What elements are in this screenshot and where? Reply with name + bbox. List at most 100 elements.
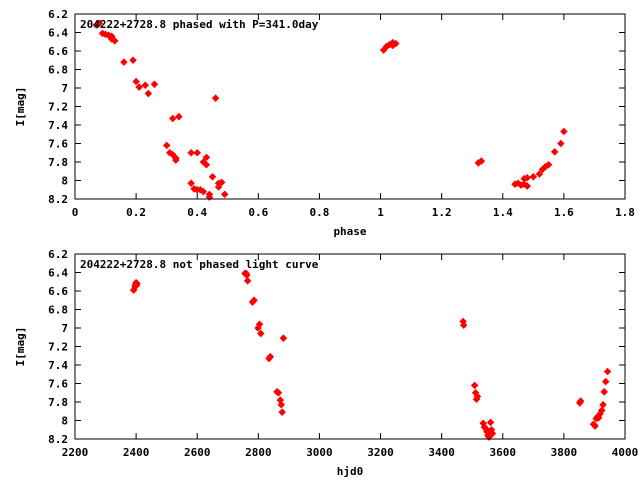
- phased-chart-y-tick-label: 6.8: [48, 64, 68, 77]
- unphased-chart-data-point: [254, 324, 262, 332]
- phased-chart-points: [92, 19, 568, 201]
- phased-chart-plot-frame: [74, 13, 626, 200]
- unphased-chart-y-tick-label: 7: [61, 322, 68, 335]
- unphased-chart-y-tick-label: 7.4: [48, 359, 68, 372]
- phased-chart-y-tick-label: 8: [61, 175, 68, 188]
- unphased-chart-data-point: [255, 320, 264, 329]
- unphased-chart-ticks: [74, 253, 626, 440]
- phased-chart-x-tick-label: 0.4: [187, 206, 207, 219]
- unphased-chart-x-tick-label: 3000: [306, 446, 333, 459]
- unphased-chart-y-tick-label: 6.6: [48, 285, 68, 298]
- unphased-chart-data-point: [473, 392, 482, 401]
- unphased-chart-points: [129, 269, 612, 441]
- phased-chart-data-point: [544, 161, 553, 169]
- phased-chart-y-tick-labels: 6.2 6.4 6.6 6.8 7 7.2 7.4 7.6 7.8 8 8.2: [48, 8, 68, 206]
- phased-chart-data-point: [211, 94, 220, 102]
- unphased-chart-x-tick-label: 2200: [62, 446, 89, 459]
- unphased-chart-data-point: [242, 271, 251, 280]
- unphased-chart-x-tick-label: 4000: [612, 446, 639, 459]
- unphased-chart-x-tick-label: 3800: [551, 446, 578, 459]
- phased-chart-title: 204222+2728.8 phased with P=341.0day: [80, 18, 319, 31]
- unphased-chart-data-point: [459, 321, 468, 329]
- unphased-chart-data-point: [129, 286, 138, 294]
- unphased-chart-data-point: [266, 352, 275, 361]
- phased-chart-y-axis-label: I[mag]: [14, 87, 27, 127]
- phased-chart-data-point: [214, 183, 223, 191]
- unphased-chart-data-point: [250, 296, 258, 305]
- phased-chart-data-point: [529, 173, 538, 181]
- phased-chart-x-tick-label: 1.2: [432, 206, 452, 219]
- unphased-chart-data-point: [486, 418, 495, 427]
- phased-chart-y-tick-label: 8.2: [48, 193, 68, 206]
- phased-chart-data-point: [132, 77, 140, 86]
- phased-chart-y-tick-label: 6.4: [48, 27, 68, 40]
- unphased-chart-y-tick-label: 6.2: [48, 248, 68, 261]
- unphased-chart-y-tick-labels: 6.2 6.4 6.6 6.8 7 7.2 7.4 7.6 7.8 8 8.2: [48, 248, 68, 446]
- phased-chart-data-point: [169, 150, 177, 159]
- phased-chart-y-tick-label: 7: [61, 82, 68, 95]
- phased-chart-data-point: [535, 170, 544, 178]
- phased-chart-data-point: [392, 39, 400, 48]
- unphased-chart-x-tick-label: 3400: [428, 446, 455, 459]
- phased-chart-data-point: [550, 148, 559, 156]
- unphased-chart-y-tick-label: 7.2: [48, 341, 68, 354]
- unphased-chart-title: 204222+2728.8 not phased light curve: [80, 258, 319, 271]
- unphased-chart-data-point: [257, 329, 265, 338]
- phased-chart-data-point: [95, 19, 104, 28]
- phased-chart-data-point: [135, 83, 143, 91]
- phased-chart-data-point: [217, 178, 226, 187]
- phased-chart-data-point: [129, 56, 137, 65]
- unphased-chart-data-point: [598, 406, 606, 415]
- phased-chart-data-point: [220, 190, 229, 199]
- phased-chart-y-tick-label: 7.6: [48, 138, 68, 151]
- unphased-chart-data-point: [488, 429, 497, 438]
- phased-chart-data-point: [120, 58, 128, 66]
- phased-chart-x-tick-label: 0.6: [248, 206, 268, 219]
- phased-chart-x-tick-label: 1.6: [554, 206, 574, 219]
- unphased-chart-x-tick-labels: 2200 2400 2600 2800 3000 3200 3400 3600 3800 4000: [62, 446, 639, 459]
- phased-chart-data-point: [560, 127, 568, 136]
- phased-chart-data-point: [110, 37, 119, 45]
- unphased-chart-data-point: [599, 401, 607, 409]
- unphased-chart-y-axis-label: I[mag]: [14, 327, 27, 367]
- unphased-chart-y-tick-label: 7.8: [48, 396, 68, 409]
- unphased-chart-y-tick-label: 6.4: [48, 267, 68, 280]
- phased-chart-data-point: [523, 173, 531, 182]
- unphased-chart-data-point: [591, 422, 599, 430]
- unphased-chart-y-tick-label: 8: [61, 415, 68, 428]
- phased-chart-x-tick-label: 1: [377, 206, 384, 219]
- phased-chart-data-point: [162, 141, 171, 150]
- phased-chart-data-point: [172, 156, 180, 164]
- phased-chart-data-point: [208, 173, 217, 181]
- unphased-chart-x-axis-label: hjd0: [337, 465, 364, 478]
- unphased-chart-data-point: [601, 377, 610, 386]
- unphased-chart-x-tick-label: 2600: [184, 446, 211, 459]
- unphased-chart-data-point: [576, 397, 585, 405]
- phased-chart-data-point: [141, 81, 150, 89]
- unphased-chart-data-point: [277, 401, 286, 409]
- unphased-chart-y-tick-label: 8.2: [48, 433, 68, 446]
- phased-chart-data-point: [199, 187, 208, 196]
- phased-chart-data-point: [144, 89, 153, 98]
- unphased-chart-data-point: [278, 408, 286, 416]
- unphased-chart-x-tick-label: 2400: [123, 446, 150, 459]
- phased-chart-data-point: [193, 148, 201, 157]
- phased-chart-y-tick-label: 7.8: [48, 156, 68, 169]
- phased-chart-data-point: [477, 157, 486, 165]
- phased-chart-ticks: [74, 13, 626, 200]
- phased-chart-data-point: [557, 139, 565, 148]
- unphased-chart-data-point: [470, 381, 479, 390]
- unphased-chart-data-point: [603, 367, 612, 376]
- unphased-light-curve-chart: 2200 2400 2600 2800 3000 3200 3400 3600 3800 4000…: [14, 248, 638, 478]
- unphased-chart-y-tick-label: 7.6: [48, 378, 68, 391]
- phased-chart-data-point: [202, 161, 211, 169]
- phased-chart-data-point: [169, 114, 177, 123]
- phased-chart-x-tick-label: 0: [72, 206, 79, 219]
- unphased-chart-data-point: [274, 388, 283, 397]
- unphased-chart-data-point: [243, 277, 252, 285]
- phased-chart-x-axis-label: phase: [333, 225, 366, 238]
- unphased-chart-data-point: [279, 334, 288, 342]
- phased-chart-x-tick-label: 1.8: [615, 206, 635, 219]
- unphased-chart-plot-frame: [74, 253, 626, 440]
